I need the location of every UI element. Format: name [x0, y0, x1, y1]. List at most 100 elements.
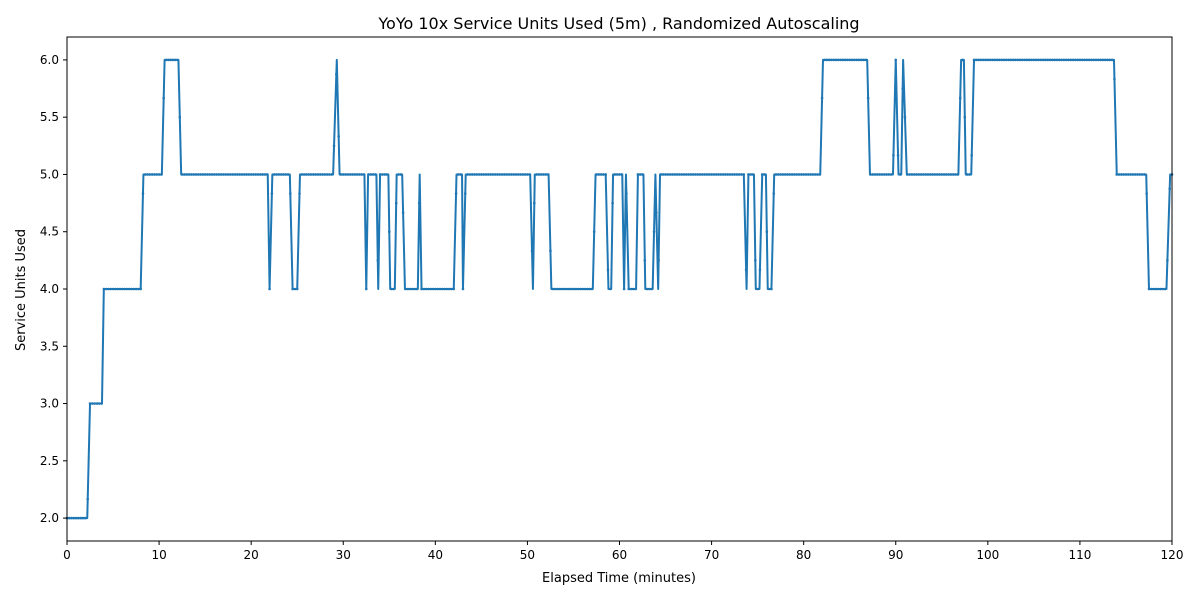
data-point [539, 173, 543, 176]
data-point [493, 173, 497, 176]
data-point [510, 173, 513, 176]
data-point [431, 287, 435, 291]
data-point [850, 58, 854, 62]
data-point [470, 173, 474, 176]
data-point [208, 173, 212, 176]
data-point [1161, 287, 1165, 291]
data-point [811, 173, 815, 176]
data-point [829, 58, 833, 62]
data-point [567, 287, 571, 291]
data-point [926, 173, 930, 176]
data-point [606, 268, 610, 272]
data-point [664, 173, 667, 176]
data-point [938, 173, 941, 176]
data-point [166, 58, 170, 62]
data-point [968, 173, 971, 176]
data-point [1016, 58, 1020, 62]
data-point [289, 192, 292, 195]
data-point [549, 249, 552, 253]
data-point [574, 287, 578, 291]
data-point [263, 173, 267, 176]
data-point [947, 173, 950, 176]
data-point [79, 516, 83, 520]
data-point [1110, 58, 1114, 62]
data-point [602, 173, 605, 176]
data-point [988, 58, 992, 62]
data-point [634, 287, 637, 291]
data-point [864, 58, 868, 62]
data-point [562, 287, 566, 291]
data-point [786, 173, 789, 176]
data-point [1037, 58, 1040, 62]
data-point [445, 287, 449, 291]
data-point [779, 173, 782, 176]
data-point [88, 402, 92, 405]
data-point [816, 173, 819, 176]
data-point [1004, 58, 1008, 62]
data-point [866, 96, 870, 100]
data-point [137, 287, 140, 291]
data-point [641, 173, 644, 176]
data-point [585, 287, 589, 291]
data-point [689, 173, 693, 176]
data-point [954, 173, 957, 176]
data-point [931, 173, 934, 176]
data-point [917, 173, 921, 176]
data-point [187, 173, 191, 176]
data-point [1152, 287, 1155, 291]
data-point [853, 58, 856, 62]
x-axis: 0 10 20 30 40 50 60 70 80 90 100 110 120 [63, 541, 1183, 562]
data-point [130, 287, 133, 291]
data-point [565, 287, 568, 291]
data-point [307, 173, 311, 176]
data-point [767, 287, 771, 291]
data-point [604, 173, 607, 176]
data-point [544, 173, 548, 176]
data-point [1007, 58, 1010, 62]
data-point [169, 58, 172, 62]
data-point [194, 173, 198, 176]
data-point [1087, 58, 1091, 62]
data-point [949, 173, 953, 176]
data-point [1159, 287, 1162, 291]
data-point [882, 173, 886, 176]
data-point [84, 516, 87, 520]
data-point [963, 115, 967, 119]
data-point [351, 173, 354, 176]
y-axis: 2.0 2.5 3.0 3.5 4.0 4.5 5.0 5.5 6.0 [40, 53, 67, 525]
data-point [576, 287, 580, 291]
data-point [279, 173, 283, 176]
data-point [1085, 58, 1089, 62]
data-point [417, 201, 421, 205]
data-point [800, 173, 803, 176]
data-point [788, 173, 792, 176]
data-point [153, 173, 156, 176]
data-point [569, 287, 573, 291]
data-point [1041, 58, 1045, 62]
data-point [233, 173, 237, 176]
data-point [843, 58, 847, 62]
plot-frame [66, 36, 1173, 542]
data-point [434, 287, 437, 291]
data-point [595, 173, 598, 176]
data-point [164, 58, 168, 62]
data-point [719, 173, 723, 176]
data-point [871, 173, 875, 176]
data-point [226, 173, 230, 176]
data-point [1090, 58, 1093, 62]
data-point [903, 115, 907, 119]
data-point [579, 287, 582, 291]
data-point [995, 58, 999, 62]
data-point [261, 173, 264, 176]
data-point [364, 287, 368, 291]
data-point [132, 287, 136, 291]
data-point [597, 173, 601, 176]
data-point [892, 154, 895, 157]
data-point [360, 173, 363, 176]
data-point [655, 211, 658, 214]
data-point [367, 173, 370, 176]
data-point [81, 516, 85, 520]
data-point [942, 173, 946, 176]
data-point [970, 154, 974, 157]
data-point [553, 287, 557, 291]
